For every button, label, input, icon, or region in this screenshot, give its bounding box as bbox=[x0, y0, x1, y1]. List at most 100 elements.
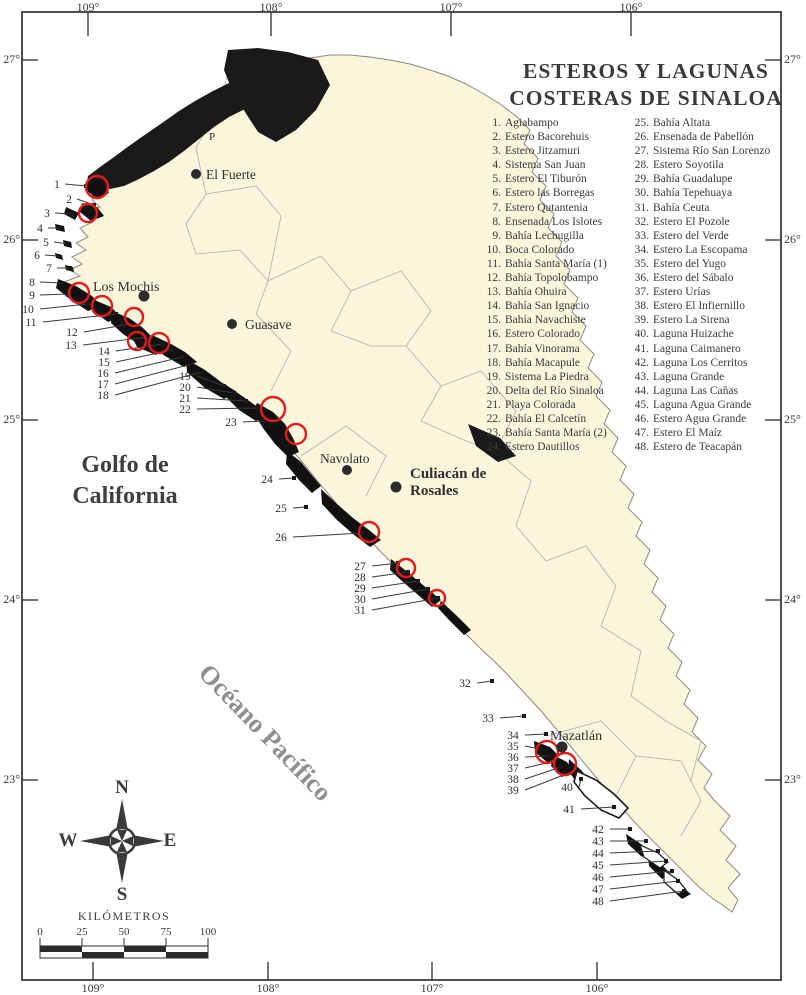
marker-leader-line bbox=[292, 506, 307, 509]
legend-item-name: Bahía Guadalupe bbox=[653, 173, 733, 186]
legend-item: 5. Estero El Tiburón bbox=[483, 172, 631, 186]
legend-item-name: Bahía Lechugilla bbox=[505, 229, 584, 242]
legend-item-name: Bahía Altata bbox=[653, 117, 711, 129]
legend-item-number: 39. bbox=[634, 314, 649, 327]
legend-item-number: 36. bbox=[634, 272, 649, 285]
legend-item-name: Laguna Huizache bbox=[653, 328, 734, 341]
red-highlight-circle bbox=[126, 330, 148, 352]
legend-item-name: Estero del Yugo bbox=[653, 257, 727, 270]
axis-label-bottom: 108° bbox=[256, 981, 280, 995]
legend-item-name: Agiabampo bbox=[505, 117, 559, 129]
marker-target-dot bbox=[68, 266, 72, 270]
legend-item-name: Bahía Macapule bbox=[505, 356, 581, 369]
legend-item-number: 29. bbox=[634, 173, 649, 186]
marker-leader-line bbox=[371, 562, 399, 567]
map-title-line2: COSTERAS DE SINALOA bbox=[509, 86, 783, 110]
legend-item-number: 26. bbox=[634, 131, 649, 144]
legend-item-name: Estero de Teacapán bbox=[653, 441, 743, 454]
legend-item: 48. Estero de Teacapán bbox=[631, 440, 806, 454]
legend-item: 3. Estero Jitzamuri bbox=[483, 144, 631, 158]
marker-target-dot bbox=[66, 242, 70, 246]
legend-item-number: 31. bbox=[634, 201, 649, 214]
legend-item-name: Estero El Infiernillo bbox=[653, 300, 745, 313]
red-highlight-circle bbox=[534, 739, 560, 765]
legend-item-number: 17. bbox=[486, 342, 501, 355]
legend-item-number: 10. bbox=[486, 243, 501, 256]
legend-item-name: Bahía Ohuira bbox=[505, 286, 567, 299]
marker-target-dot bbox=[244, 399, 248, 403]
legend-column-1: 1. Agiabampo 2. Estero Bacorehuis 3. Estero J… bbox=[483, 116, 631, 454]
marker-leader-line bbox=[196, 397, 247, 402]
marker-number: 14 bbox=[98, 346, 110, 358]
gulf-label-line1: Golfo de bbox=[81, 452, 169, 478]
marker-target-dot bbox=[676, 879, 680, 883]
legend-item-name: Boca Colorado bbox=[505, 243, 575, 256]
axis-label-top: 106° bbox=[619, 0, 643, 14]
compass-s-label: S bbox=[116, 884, 128, 905]
legend-item-number: 7. bbox=[492, 201, 501, 214]
legend-item: 13. Bahía Ohuira bbox=[483, 285, 631, 299]
legend-item: 46. Estero Agua Grande bbox=[631, 412, 806, 426]
legend-item-number: 41. bbox=[634, 342, 649, 355]
legend-item-name: Estero las Borregas bbox=[505, 187, 595, 200]
red-highlight-circle bbox=[259, 395, 287, 423]
legend-item-number: 19. bbox=[486, 370, 501, 383]
scale-bar bbox=[39, 938, 209, 959]
legend-item: 6. Estero las Borregas bbox=[483, 186, 631, 200]
marker-number: 24 bbox=[261, 474, 273, 486]
marker-number: 9 bbox=[29, 290, 35, 302]
legend-item-name: Ensenada de Pabellón bbox=[653, 131, 754, 144]
legend-item: 11. Bahía Santa María (1) bbox=[483, 257, 631, 271]
legend-item-name: Estero del Sábalo bbox=[653, 272, 734, 285]
legend-item: 35. Estero del Yugo bbox=[631, 257, 806, 271]
marker-number: 25 bbox=[275, 503, 287, 515]
legend-item-number: 40. bbox=[634, 328, 649, 341]
city-dots bbox=[138, 169, 568, 753]
red-highlight-circle bbox=[147, 331, 171, 355]
marker-number: 35 bbox=[507, 741, 519, 753]
marker-leader-line bbox=[609, 860, 667, 866]
legend-item-name: Estero Agua Grande bbox=[653, 412, 747, 425]
map-title-line1: ESTEROS Y LAGUNAS bbox=[523, 59, 769, 83]
marker-target-dot bbox=[544, 732, 548, 736]
city-label: Mazatlán bbox=[550, 729, 603, 744]
legend-item-number: 24. bbox=[486, 441, 501, 454]
legend-item: 39. Estero La Sirena bbox=[631, 313, 806, 327]
axis-label-left: 26° bbox=[3, 232, 20, 246]
legend-item: 21. Playa Colorada bbox=[483, 398, 631, 412]
legend-item-name: Bahía San Ignacio bbox=[505, 300, 590, 313]
marker-number: 20 bbox=[179, 382, 191, 394]
legend-item: 18. Bahía Macapule bbox=[483, 356, 631, 370]
scalebar-title: KILÓMETROS bbox=[77, 909, 171, 923]
gulf-label-line2: California bbox=[72, 483, 178, 509]
marker-leader-line bbox=[499, 715, 525, 719]
marker-number: 43 bbox=[592, 836, 604, 848]
axis-label-bottom: 107° bbox=[420, 981, 444, 995]
marker-leader-line bbox=[39, 293, 69, 296]
marker-target-dot bbox=[416, 579, 420, 583]
marker-number: 23 bbox=[225, 417, 237, 429]
legend-item-name: Sistema La Piedra bbox=[505, 370, 589, 383]
red-highlight-circle bbox=[395, 557, 417, 579]
marker-leader-line bbox=[609, 890, 685, 902]
legend-item-name: Bahía Vinorama bbox=[505, 342, 580, 355]
legend-item-number: 18. bbox=[486, 356, 501, 369]
marker-number: 47 bbox=[592, 884, 604, 896]
legend-item-number: 12. bbox=[486, 272, 501, 285]
marker-number: 5 bbox=[43, 237, 49, 249]
legend-item-number: 27. bbox=[634, 145, 649, 158]
legend-item-name: Bahía Tepehuaya bbox=[653, 187, 733, 200]
marker-leader-line bbox=[580, 806, 615, 810]
axis-label-top: 109° bbox=[76, 0, 100, 14]
legend-item-number: 37. bbox=[634, 286, 649, 299]
city-label: Navolato bbox=[320, 451, 370, 466]
axis-label-right: 27° bbox=[784, 52, 801, 66]
legend-item-name: Laguna Los Cerritos bbox=[653, 356, 748, 369]
legend-item: 32. Estero El Pozole bbox=[631, 215, 806, 229]
legend-item-name: Estero Soyotila bbox=[653, 159, 724, 172]
scalebar-tick-label: 0 bbox=[37, 926, 43, 938]
legend-item-name: Estero Dautillos bbox=[505, 441, 580, 454]
legend-item-name: Bahía El Calcetín bbox=[505, 412, 587, 425]
legend-item: 45. Laguna Agua Grande bbox=[631, 398, 806, 412]
